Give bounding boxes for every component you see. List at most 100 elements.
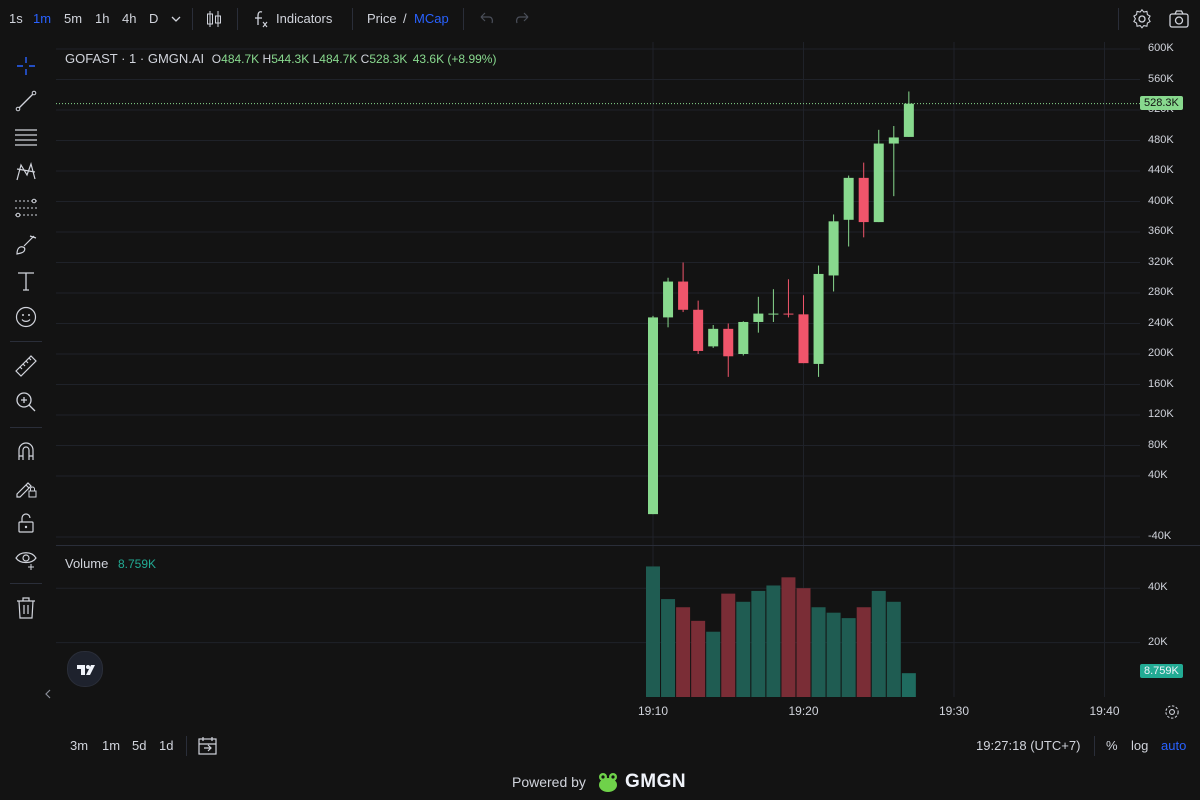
emoji-icon[interactable] [14,305,38,329]
timeframe-1s[interactable]: 1s [9,11,23,26]
chart-legend: GOFAST · 1 · GMGN.AI O484.7K H544.3K L48… [65,51,496,66]
lock-icon[interactable] [14,511,38,535]
candle-body [708,328,719,347]
candle-body [678,281,689,310]
price-tick-label: 120K [1148,408,1174,420]
volume-tick-label: 20K [1148,635,1168,648]
trash-icon[interactable] [14,596,38,620]
volume-bar [646,566,660,697]
ohlc-close-key: C [360,52,370,66]
volume-bars [646,566,916,697]
goto-date-icon[interactable] [197,735,219,757]
ohlc-low-key: L [312,52,320,66]
collapse-toolbar-icon[interactable] [44,688,52,700]
volume-bar [766,585,781,697]
volume-bar [781,577,796,697]
timeframe-5m[interactable]: 5m [64,11,83,26]
range-1d[interactable]: 1d [159,738,174,753]
auto-toggle[interactable]: auto [1161,738,1187,753]
ohlc-close-value: 528.3K [369,52,408,66]
volume-bar [661,599,676,697]
range-3m[interactable]: 3m [70,738,89,753]
volume-bar [706,631,721,697]
magnet-icon[interactable] [14,439,38,463]
volume-bar [811,607,826,697]
candle-body [903,103,914,137]
volume-bar [871,590,886,697]
timeframe-1h[interactable]: 1h [95,11,110,26]
volume-bar [856,607,871,697]
brush-icon[interactable] [14,233,38,257]
time-tick-label: 19:40 [1089,704,1120,718]
eye-icon[interactable] [14,547,38,571]
redo-icon[interactable] [512,8,534,30]
tradingview-icon [77,665,95,675]
toolbar-divider [10,341,42,342]
trend-line-icon[interactable] [14,89,38,113]
axis-settings-icon[interactable] [1163,703,1181,721]
candle-body [723,328,734,357]
chevron-down-icon[interactable] [170,13,182,25]
ohlc-high-value: 544.3K [271,52,310,66]
pane-separator[interactable] [56,545,1200,546]
candle-body [738,321,749,354]
powered-by-label: Powered by [512,774,586,790]
candle-body [858,177,869,223]
camera-icon[interactable] [1168,8,1190,30]
volume-bar [841,618,856,697]
fib-icon[interactable] [14,196,38,220]
text-icon[interactable] [14,269,38,293]
gear-icon[interactable] [1131,8,1153,30]
pattern-icon[interactable] [14,160,38,184]
volume-bar [736,601,751,697]
gmgn-frog-icon [599,773,617,792]
volume-bar [676,607,691,697]
toolbar-divider [10,583,42,584]
chart-canvas[interactable] [0,0,1200,730]
candle-body [888,137,899,144]
ruler-icon[interactable] [14,354,38,378]
gmgn-brand: GMGN [625,771,687,792]
volume-tick-label: 40K [1148,581,1168,594]
price-tick-label: 480K [1148,133,1174,146]
time-tick-label: 19:10 [638,704,669,718]
last-price-badge: 528.3K [1140,96,1183,110]
log-toggle[interactable]: log [1131,738,1149,753]
percent-toggle[interactable]: % [1106,738,1118,753]
range-1m[interactable]: 1m [102,738,121,753]
time-tick-label: 19:20 [788,704,819,718]
timeframe-d[interactable]: D [149,11,159,26]
price-tick-label: 200K [1148,347,1174,359]
timeframe-4h[interactable]: 4h [122,11,137,26]
lock-drawing-icon[interactable] [14,475,38,499]
candle-body [828,221,839,276]
zoom-in-icon[interactable] [14,390,38,414]
range-5d[interactable]: 5d [132,738,147,753]
mcap-toggle[interactable]: MCap [414,11,449,26]
toolbar-divider [192,8,193,30]
volume-bar [886,601,901,697]
horizontal-lines-icon[interactable] [14,125,38,149]
drawing-toolbar [0,38,52,728]
candle-body [753,313,764,322]
toolbar-divider [186,736,187,756]
volume-bar [751,590,766,697]
candle-body [873,143,884,223]
volume-legend: Volume 8.759K [65,556,156,571]
undo-icon[interactable] [475,8,497,30]
toolbar-divider [237,8,238,30]
price-tick-label: 280K [1148,286,1174,298]
crosshair-icon[interactable] [14,54,38,78]
tradingview-logo[interactable] [67,651,103,687]
symbol-title[interactable]: GOFAST · 1 · GMGN.AI [65,51,205,66]
clock[interactable]: 19:27:18 (UTC+7) [976,738,1081,753]
price-mcap-slash: / [403,11,407,26]
ohlc-open-key: O [211,52,222,66]
timeframe-1m[interactable]: 1m [33,11,52,26]
price-toggle[interactable]: Price [367,11,397,26]
price-tick-label: 320K [1148,255,1174,268]
volume-bar [901,673,916,697]
chart-grid [56,42,1140,697]
volume-bar [721,593,736,697]
candles-icon[interactable] [203,8,225,30]
